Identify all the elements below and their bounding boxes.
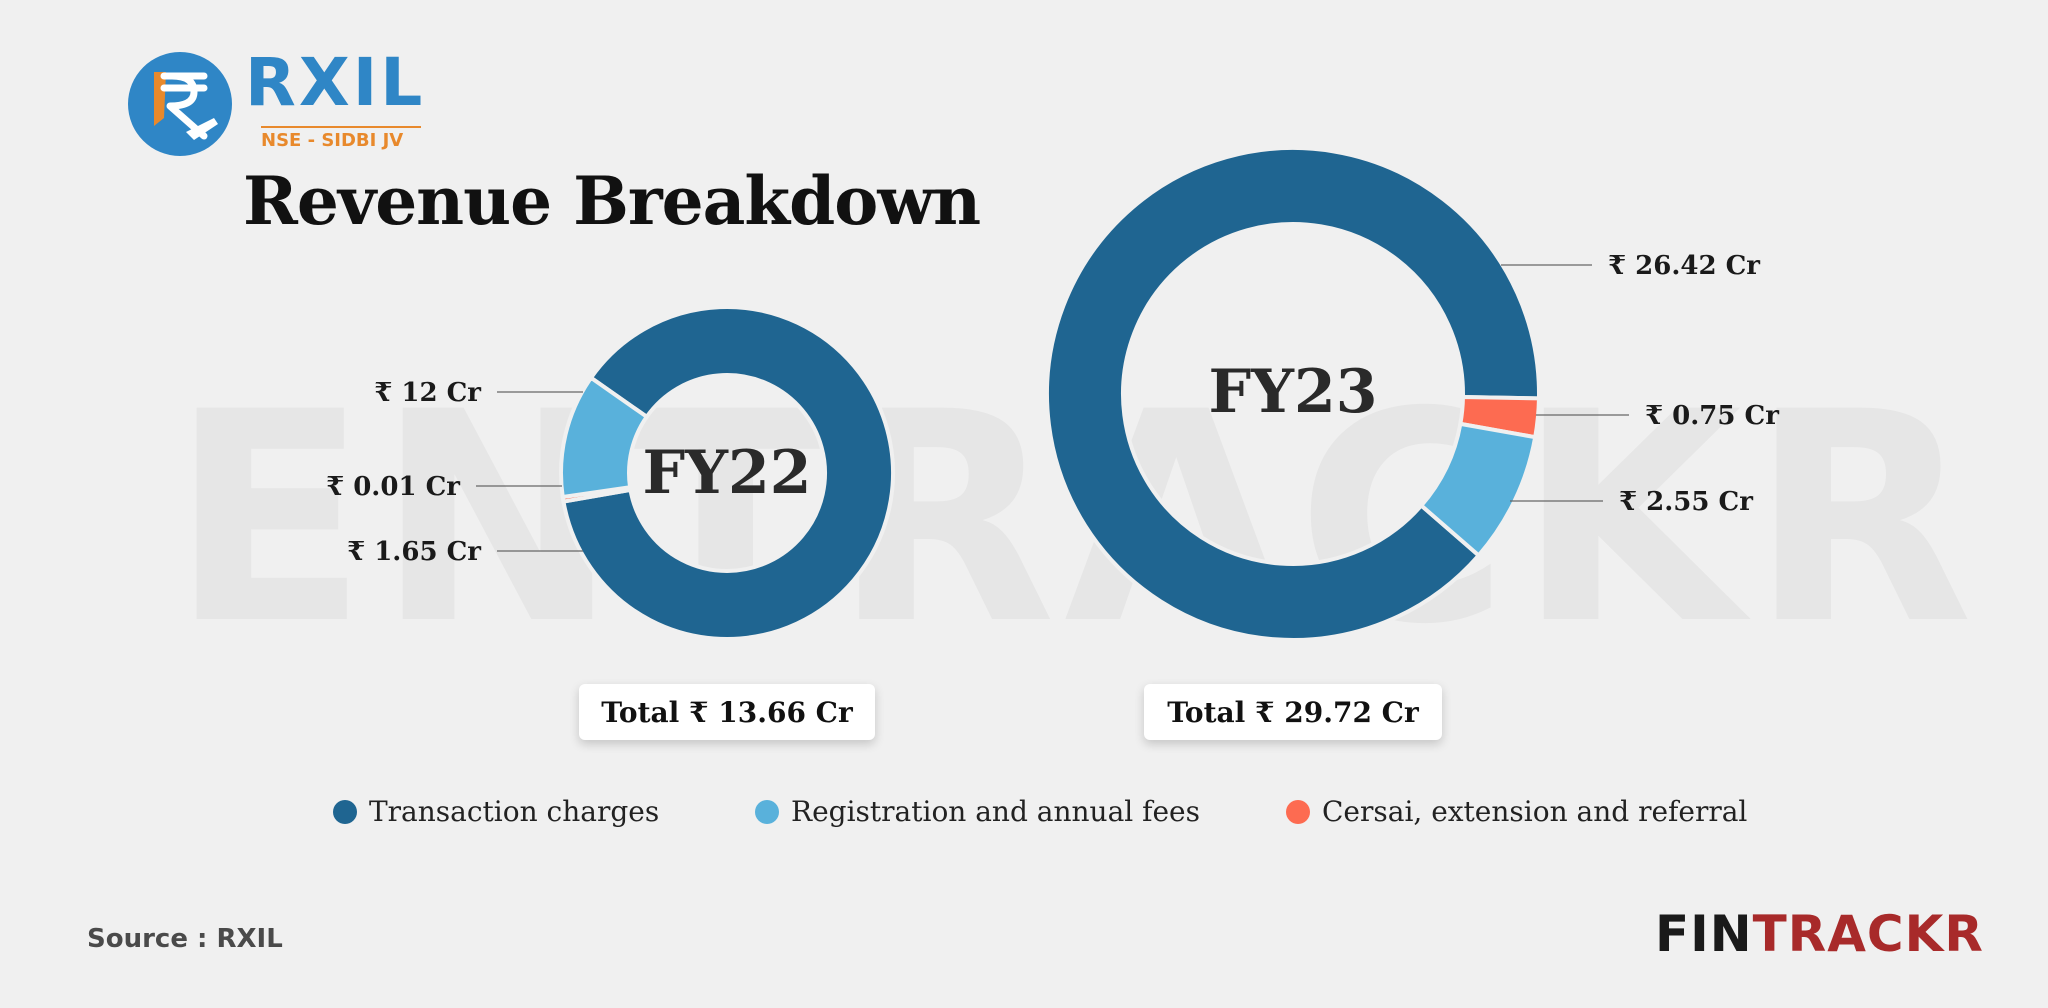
fy23-value-label-registration: ₹ 2.55 Cr: [1619, 487, 1753, 517]
source-note: Source : RXIL: [87, 924, 283, 954]
fy22-total-box: Total ₹ 13.66 Cr: [579, 684, 875, 740]
fy23-value-label-transaction: ₹ 26.42 Cr: [1608, 251, 1760, 281]
legend-dot-cersai: [1286, 799, 1310, 824]
fy22-center-label: FY22: [643, 438, 812, 508]
fy22-slice-transaction: [561, 305, 895, 641]
page-title: Revenue Breakdown: [243, 162, 981, 240]
fy23-total-box: Total ₹ 29.72 Cr: [1144, 684, 1442, 740]
legend-label-cersai: Cersai, extension and referral: [1322, 795, 1748, 828]
fy23-center-label: FY23: [1209, 357, 1378, 427]
brand-part2: TRACKR: [1752, 905, 1984, 963]
legend-label-registration: Registration and annual fees: [791, 795, 1200, 828]
legend-dot-transaction: [333, 799, 357, 824]
legend-dot-registration: [755, 799, 779, 824]
fy23-value-label-cersai: ₹ 0.75 Cr: [1645, 401, 1779, 431]
legend-item-cersai: Cersai, extension and referral: [1286, 795, 1747, 828]
fy23-total-label: Total ₹ 29.72 Cr: [1167, 695, 1419, 729]
fy22-total-label: Total ₹ 13.66 Cr: [601, 695, 853, 729]
brand-part1: FIN: [1655, 905, 1753, 963]
legend-label-transaction: Transaction charges: [369, 795, 660, 828]
logo-tagline: NSE - SIDBI JV: [261, 126, 421, 151]
fy23-slice-registration: [1418, 421, 1538, 559]
fy23-slice-transaction: [1045, 146, 1541, 642]
logo-wordmark: RXIL: [245, 44, 426, 121]
fy22-value-label-transaction: ₹ 12 Cr: [374, 378, 481, 408]
legend-item-registration: Registration and annual fees: [755, 795, 1200, 828]
fy22-value-label-registration: ₹ 1.65 Cr: [347, 537, 481, 567]
fy22-slice-registration: [559, 375, 650, 500]
legend-item-transaction: Transaction charges: [333, 795, 659, 828]
rupee-plane-logo-icon: [128, 52, 232, 156]
fy22-value-label-cersai: ₹ 0.01 Cr: [326, 472, 460, 502]
legend: Transaction charges Registration and ann…: [0, 795, 2048, 835]
rxil-logo: RXIL NSE - SIDBI JV: [128, 50, 422, 160]
fintrackr-brand: FINTRACKR: [1655, 905, 1984, 963]
